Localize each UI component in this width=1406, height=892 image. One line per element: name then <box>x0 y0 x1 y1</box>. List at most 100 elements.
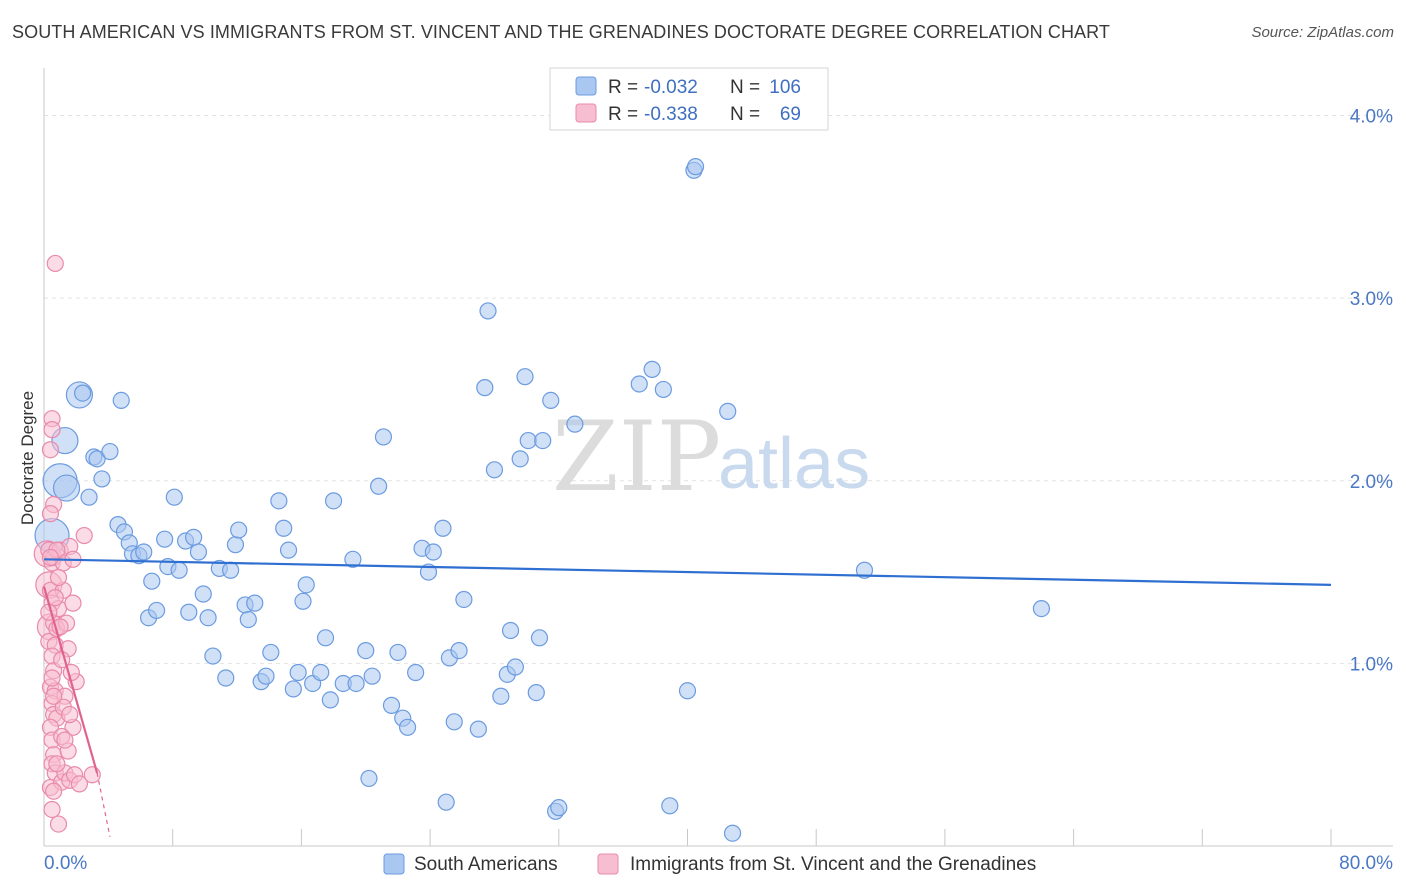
chart-title: SOUTH AMERICAN VS IMMIGRANTS FROM ST. VI… <box>12 22 1111 42</box>
scatter-point <box>363 667 381 685</box>
scatter-point <box>566 415 584 433</box>
scatter-point <box>389 643 407 662</box>
scatter-point <box>344 550 362 568</box>
scatter-point <box>48 755 66 773</box>
scatter-point <box>262 643 280 662</box>
watermark-atlas: atlas <box>718 424 870 504</box>
scatter-point <box>284 680 302 698</box>
scatter-point <box>41 505 60 523</box>
trend-line-1 <box>42 586 99 774</box>
scatter-point <box>80 488 98 506</box>
legend-r-value-1: -0.338 <box>644 104 698 125</box>
bottom-legend-swatch-south-americans <box>383 853 405 875</box>
scatter-point <box>49 568 68 587</box>
scatter-point <box>226 536 245 554</box>
scatter-point <box>289 663 307 682</box>
y-axis-label: Doctorate Degree <box>18 391 37 525</box>
scatter-point <box>469 720 487 738</box>
x-tick-label-min: 0.0% <box>44 853 87 874</box>
scatter-point <box>88 450 106 468</box>
scatter-point <box>534 431 552 450</box>
bottom-legend-label-svg-immigrants: Immigrants from St. Vincent and the Gren… <box>630 854 1036 875</box>
scatter-point <box>41 548 60 567</box>
scatter-point <box>450 641 468 660</box>
scatter-point <box>407 663 425 682</box>
scatter-point <box>316 629 335 647</box>
scatter-point <box>374 428 393 446</box>
scatter-point <box>455 590 473 609</box>
series-south-americans-points <box>34 158 1051 842</box>
watermark: ZIP atlas <box>552 401 870 513</box>
scatter-point <box>246 594 264 612</box>
scatter-point <box>294 592 312 610</box>
scatter-point <box>434 519 452 537</box>
scatter-point <box>370 477 388 495</box>
scatter-point <box>189 543 208 561</box>
x-tick-label-max: 80.0% <box>1339 853 1393 874</box>
scatter-point <box>630 375 648 393</box>
scatter-point <box>479 302 497 320</box>
scatter-point <box>519 431 537 450</box>
scatter-point <box>678 682 697 700</box>
legend-bottom: South Americans Immigrants from St. Vinc… <box>383 853 1036 875</box>
scatter-point <box>398 718 417 736</box>
scatter-point <box>135 543 153 561</box>
scatter-point <box>476 379 494 397</box>
scatter-point <box>64 594 82 612</box>
legend-top: R = -0.032 N = 106 R = -0.338 N = 69 <box>549 67 829 131</box>
legend-n-label-1: N = <box>730 104 760 125</box>
legend-r-label-1: R = <box>608 104 638 125</box>
scatter-point <box>686 158 705 176</box>
scatter-point <box>324 492 343 510</box>
x-axis-ticks <box>43 829 1332 846</box>
scatter-point <box>70 775 88 793</box>
scatter-point <box>723 824 742 842</box>
scatter-point <box>360 769 378 788</box>
scatter-point <box>165 488 183 506</box>
scatter-point <box>542 391 560 410</box>
y-tick-label-1: 1.0% <box>1350 654 1393 675</box>
scatter-point <box>75 526 93 545</box>
scatter-point <box>61 705 79 724</box>
scatter-point <box>43 800 61 819</box>
scatter-point <box>357 641 375 660</box>
legend-swatch-svg-immigrants <box>575 103 597 123</box>
scatter-point <box>194 585 212 603</box>
scatter-point <box>527 683 545 702</box>
scatter-point <box>643 360 661 378</box>
scatter-point <box>501 621 520 640</box>
scatter-point <box>506 658 524 676</box>
scatter-point <box>654 380 672 399</box>
scatter-point <box>719 402 737 420</box>
scatter-point <box>382 696 401 714</box>
axes <box>43 68 1393 847</box>
scatter-point <box>199 609 217 627</box>
legend-n-value-0: 106 <box>769 77 801 98</box>
source-label: Source: ZipAtlas.com <box>1251 24 1394 41</box>
scatter-point <box>49 815 68 833</box>
scatter-point <box>148 601 166 620</box>
scatter-point <box>550 799 568 817</box>
scatter-point <box>347 674 365 693</box>
scatter-point <box>661 797 679 815</box>
scatter-point <box>143 572 161 590</box>
scatter-point <box>437 793 455 811</box>
legend-n-value-1: 69 <box>780 104 801 125</box>
scatter-point <box>222 561 240 579</box>
scatter-point <box>217 669 235 687</box>
bottom-legend-label-south-americans: South Americans <box>414 854 558 875</box>
scatter-point <box>279 541 298 559</box>
legend-r-value-0: -0.032 <box>644 77 698 98</box>
scatter-point <box>46 254 64 273</box>
scatter-point <box>41 441 60 459</box>
scatter-point <box>312 663 330 682</box>
y-axis-tick-labels: 1.0% 2.0% 3.0% 4.0% <box>1350 107 1393 676</box>
scatter-point <box>1032 599 1051 618</box>
legend-r-label-0: R = <box>608 77 638 98</box>
scatter-point <box>180 603 198 621</box>
scatter-point <box>239 610 257 629</box>
scatter-point <box>93 470 111 488</box>
scatter-point <box>297 576 315 594</box>
scatter-point <box>485 461 504 479</box>
